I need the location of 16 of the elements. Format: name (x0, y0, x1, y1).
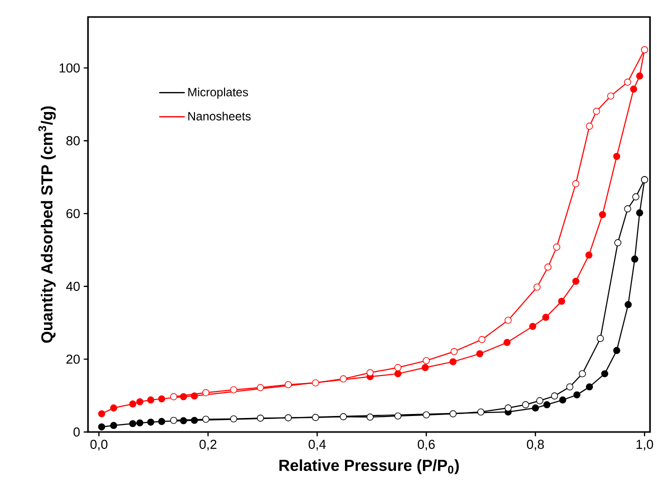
x-tick-label: 0,8 (526, 440, 544, 450)
y-tick-label: 80 (66, 136, 80, 146)
y-tick-label: 0 (74, 427, 80, 437)
x-tick-label: 0,6 (418, 440, 435, 450)
y-tick-label: 100 (60, 63, 80, 73)
y-tick-label: 40 (66, 282, 80, 291)
x-axis-title: Relative Pressure (P/P$_{0}$) (279, 459, 459, 474)
y-tick-label: 20 (66, 354, 80, 364)
legend-label: Nanosheets (188, 112, 251, 120)
y-axis-title: Quantity Adsorbed STP (cm$^{3}$/g) (38, 106, 56, 343)
x-tick-label: 1,0 (636, 440, 654, 450)
x-tick-label: 0,2 (200, 440, 216, 450)
x-tick-label: 0,0 (90, 440, 108, 450)
x-tick-label: 0,4 (308, 440, 326, 450)
y-tick-label: 60 (66, 208, 80, 218)
legend-label: Microplates (188, 88, 248, 99)
